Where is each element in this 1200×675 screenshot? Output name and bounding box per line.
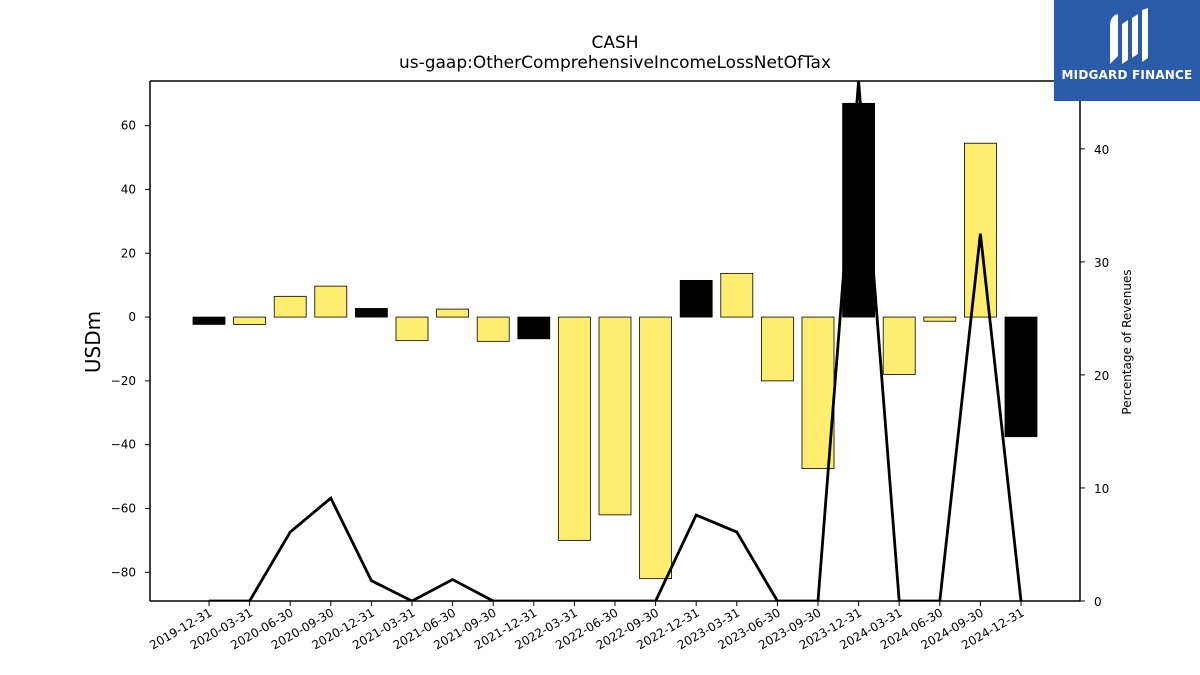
bar	[558, 316, 591, 541]
logo-mark-icon	[1110, 8, 1148, 64]
y2-tick-label: 20	[1094, 369, 1109, 383]
logo-text: MIDGARD FINANCE	[1061, 68, 1193, 82]
y-tick-label: 60	[121, 119, 136, 133]
chart-subtitle: us-gaap:OtherComprehensiveIncomeLossNetO…	[399, 53, 831, 73]
y-tick-label: 20	[121, 246, 136, 260]
y2-axis-label: Percentage of Revenues	[1120, 269, 1134, 414]
chart-title: CASH	[591, 33, 638, 53]
y2-tick-label: 0	[1094, 595, 1102, 609]
y-axis-label: USDm	[81, 311, 105, 373]
bar	[233, 316, 267, 325]
bar	[882, 316, 916, 375]
bar	[192, 316, 226, 325]
y2-tick-label: 40	[1094, 143, 1109, 157]
brand-logo: MIDGARD FINANCE	[1054, 0, 1200, 101]
bar	[1004, 316, 1038, 438]
plot-area: 6040200−20−40−60−800102030402019-12-3120…	[111, 80, 1109, 652]
bar	[801, 316, 835, 470]
bar	[314, 285, 348, 318]
bar	[517, 316, 551, 340]
bar	[273, 295, 307, 318]
bar	[436, 308, 470, 318]
bar	[598, 316, 632, 516]
bar	[354, 308, 388, 318]
y-tick-label: −80	[111, 565, 136, 579]
y-tick-label: −20	[111, 374, 136, 388]
bar	[964, 142, 997, 318]
y2-tick-label: 30	[1094, 256, 1109, 270]
bar	[395, 316, 429, 342]
y-tick-label: −40	[111, 438, 136, 452]
bar	[923, 316, 957, 322]
y-tick-label: −60	[111, 501, 136, 515]
series-line	[209, 81, 1023, 601]
y-tick-label: 0	[128, 310, 136, 324]
bar	[679, 279, 713, 318]
y2-tick-label: 10	[1094, 482, 1109, 496]
bar	[476, 316, 510, 342]
bar	[720, 272, 754, 318]
bar	[639, 316, 672, 580]
y-tick-label: 40	[121, 182, 136, 196]
bar	[761, 316, 794, 382]
